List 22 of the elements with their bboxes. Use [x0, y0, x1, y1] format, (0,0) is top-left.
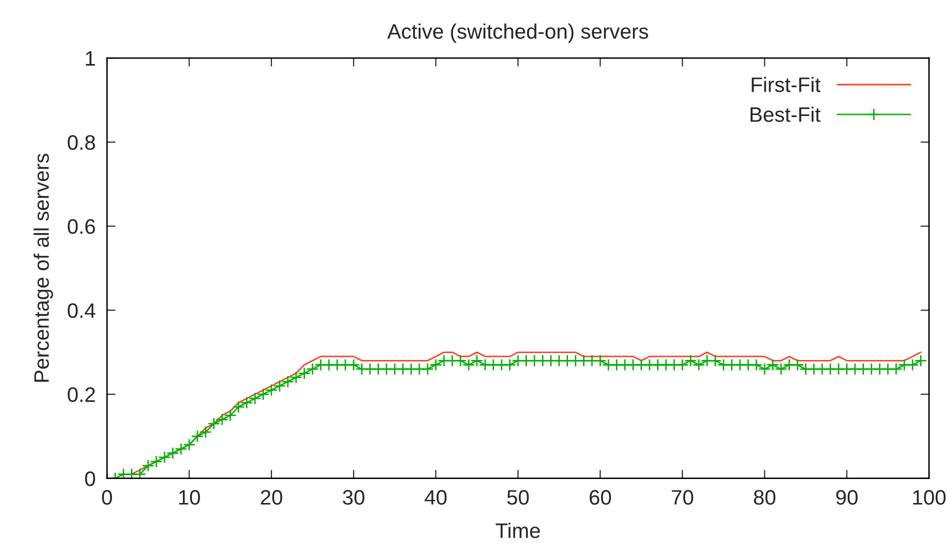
y-tick-label: 0.6: [68, 219, 95, 234]
x-tick-label: 60: [590, 490, 611, 505]
x-tick-label: 0: [102, 490, 112, 505]
legend-label: First-Fit: [752, 76, 821, 92]
y-tick-label: 0.4: [68, 303, 96, 318]
x-tick-label: 10: [179, 490, 200, 505]
x-tick-label: 50: [507, 490, 529, 505]
y-tick-label: 0.8: [68, 135, 95, 150]
x-axis-title: Time: [496, 522, 540, 538]
y-axis-title: Percentage of all servers: [34, 154, 54, 382]
x-tick-label: 80: [754, 490, 776, 505]
y-tick-label: 0.2: [68, 387, 95, 402]
x-tick-label: 30: [342, 490, 364, 505]
chart-title: Active (switched-on) servers: [387, 24, 648, 43]
x-tick-label: 40: [424, 490, 447, 505]
y-tick-label: 0: [85, 471, 96, 486]
x-tick-label: 70: [672, 490, 694, 505]
x-tick-label: 90: [836, 490, 858, 505]
x-tick-label: 100: [913, 490, 946, 505]
legend-label: Best-Fit: [750, 106, 821, 122]
y-tick-label: 1: [86, 51, 95, 66]
x-tick-label: 20: [260, 490, 282, 505]
